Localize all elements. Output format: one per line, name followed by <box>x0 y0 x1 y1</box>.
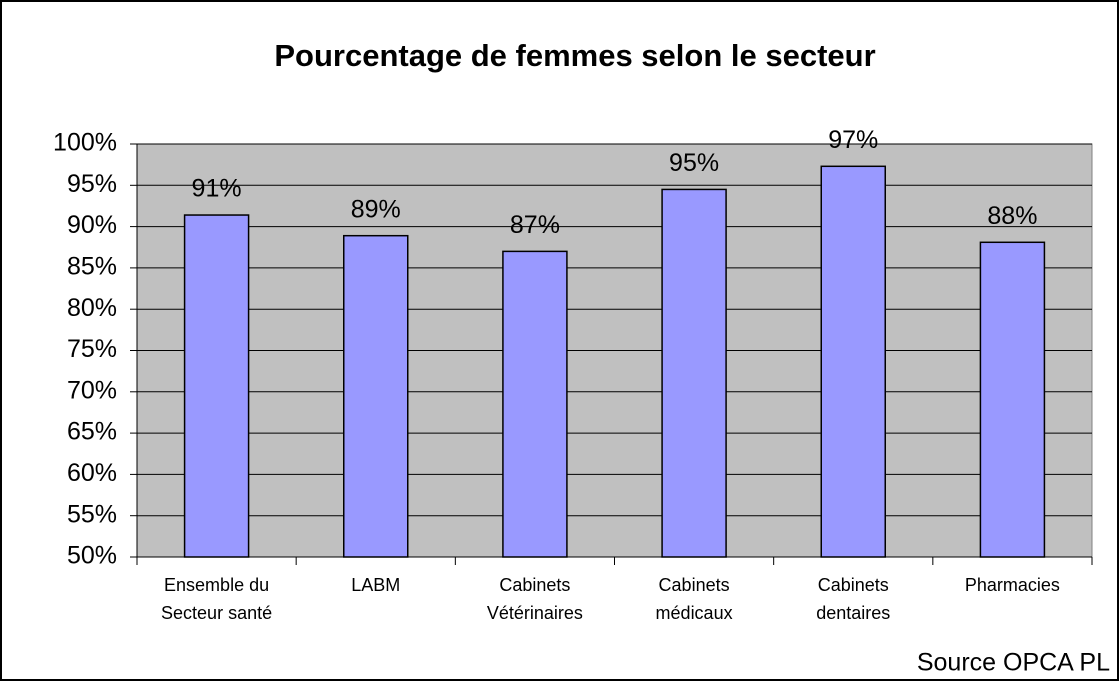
x-tick-label: Pharmacies <box>964 575 1060 595</box>
y-tick-label: 80% <box>67 294 117 322</box>
y-tick-label: 70% <box>67 376 117 404</box>
value-label: 88% <box>987 202 1037 230</box>
y-tick-label: 50% <box>67 542 117 570</box>
bar <box>661 188 727 558</box>
x-tick-label: Cabinets dentaires <box>816 575 891 623</box>
x-tick-label: LABM <box>351 575 401 595</box>
y-tick-label: 55% <box>67 500 117 528</box>
chart-title: Pourcentage de femmes selon le secteur <box>274 38 875 73</box>
x-tick-label: Cabinets médicaux <box>655 575 733 623</box>
y-tick-label: 90% <box>67 211 117 239</box>
y-tick-label: 75% <box>67 335 117 363</box>
source: Source OPCA PL <box>917 649 1110 677</box>
bar <box>343 234 409 558</box>
y-tick-label: 65% <box>67 418 117 446</box>
value-label: 87% <box>510 211 560 239</box>
value-label: 97% <box>828 126 878 154</box>
value-label: 95% <box>669 149 719 177</box>
x-tick-label: Cabinets Vétérinaires <box>486 575 583 623</box>
bar <box>183 214 250 558</box>
y-tick-label: 85% <box>67 253 117 281</box>
y-tick-label: 60% <box>67 459 117 487</box>
value-label: 89% <box>351 195 401 223</box>
x-tick-label: Ensemble du Secteur santé <box>161 575 273 623</box>
y-tick-label: 95% <box>67 170 117 198</box>
bar <box>820 165 886 558</box>
y-tick-label: 100% <box>53 129 117 157</box>
bar <box>979 241 1046 558</box>
bar <box>502 250 568 558</box>
value-label: 91% <box>192 175 242 203</box>
